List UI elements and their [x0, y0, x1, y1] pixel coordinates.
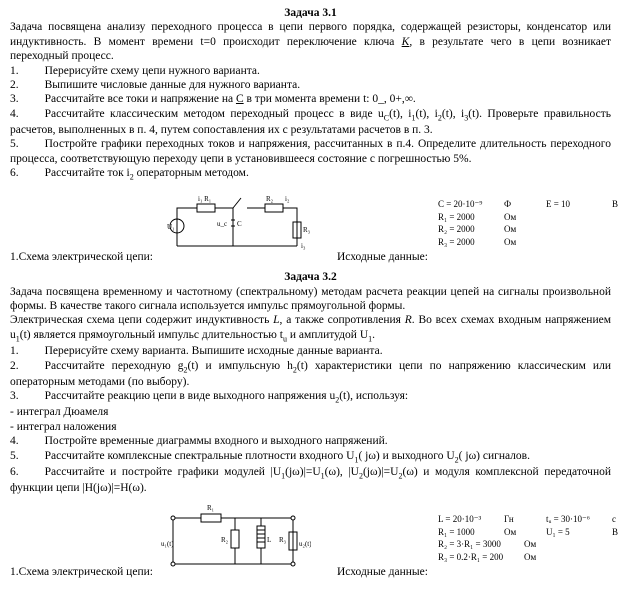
t31-item-1: 1.Перерисуйте схему цепи нужного вариант…	[10, 64, 611, 78]
d2r1: R₁ = 1000	[438, 526, 498, 539]
t31-item-6: 6.Рассчитайте ток i2 операторным методом…	[10, 166, 611, 182]
t32-row-label-b: Исходные данные:	[337, 565, 428, 579]
t32i4t: Постройте временные диаграммы входного и…	[45, 435, 388, 447]
t32p2a: Электрическая схема цепи содержит индукт…	[10, 314, 273, 326]
d2l: L = 20·10⁻³	[438, 513, 498, 526]
t31-i4b: (t), i	[416, 108, 438, 120]
t31-item-2: 2.Выпишите числовые данные для нужного в…	[10, 78, 611, 92]
svg-text:R₃: R₃	[279, 536, 287, 544]
t32-circuit: R₁ R₂ L R₃ u₁(t) u₂(t)	[161, 500, 311, 580]
t32i2t: Рассчитайте переходную g	[45, 360, 184, 372]
d2u1u: В	[612, 526, 621, 539]
d2tuu: с	[612, 513, 621, 526]
t31-row-label-b: Исходные данные:	[337, 250, 428, 264]
d-eu: В	[612, 198, 621, 211]
t31-item-5: 5.Постройте графики переходных токов и н…	[10, 137, 611, 166]
t32i6c: (jω)|=U	[363, 466, 399, 478]
d-r2: R₂ = 2000	[438, 223, 498, 236]
svg-text:u₂(t): u₂(t)	[299, 540, 311, 548]
t32-row-num: 1.	[10, 565, 19, 579]
t31-item-4-text: Рассчитайте классическим методом переход…	[45, 108, 384, 120]
t32-row: 1. Схема электрической цепи:	[10, 500, 611, 580]
t32-p2: Электрическая схема цепи содержит индукт…	[10, 313, 611, 344]
t31-item-5-text: Постройте графики переходных токов и нап…	[10, 138, 611, 164]
svg-text:R₂: R₂	[266, 195, 274, 203]
svg-text:u_c: u_c	[217, 220, 227, 228]
d-r3: R₃ = 2000	[438, 236, 498, 249]
t31-item-3: 3.Рассчитайте все токи и напряжение на С…	[10, 92, 611, 106]
t32-item-5: 5.Рассчитайте комплексные спектральные п…	[10, 449, 611, 465]
t32-row-label-a: Схема электрической цепи:	[19, 565, 153, 579]
t31-item-3-tail: в три момента времени t: 0_, 0+,∞.	[244, 93, 416, 105]
svg-text:i₂: i₂	[285, 195, 290, 203]
t31-item-3-c: С	[236, 93, 244, 105]
d-c: C = 20·10⁻⁹	[438, 198, 498, 211]
t31-i4a: (t), i	[389, 108, 411, 120]
d-r2u: Ом	[504, 223, 522, 236]
svg-text:u₁(t): u₁(t)	[161, 540, 174, 548]
t32i3t: Рассчитайте реакцию цепи в виде выходног…	[45, 390, 336, 402]
t31-row: 1. Схема электрической цепи:	[10, 186, 611, 264]
d2r2u: Ом	[524, 538, 542, 551]
d-cu: Ф	[504, 198, 522, 211]
d2r3u: Ом	[524, 551, 542, 564]
t32-item-4: 4.Постройте временные диаграммы входного…	[10, 434, 611, 448]
d2tu: tᵤ = 30·10⁻⁶	[546, 513, 606, 526]
d-r3u: Ом	[504, 236, 522, 249]
svg-text:i₁ R₁: i₁ R₁	[198, 195, 211, 203]
t32i6t: Рассчитайте и постройте графики модулей …	[45, 466, 282, 478]
t32-intd: - интеграл Дюамеля	[10, 405, 611, 419]
t31-i4c: (t), i	[442, 108, 464, 120]
t32-item-2: 2.Рассчитайте переходную g2(t) и импульс…	[10, 359, 611, 390]
t32p2d: (t) является прямоугольный импульс длите…	[20, 329, 283, 341]
svg-text:L: L	[267, 536, 271, 544]
t32i5b: ( jω) сигналов.	[459, 450, 530, 462]
t31-item-1-text: Перерисуйте схему цепи нужного варианта.	[45, 65, 260, 77]
task31-intro: Задача посвящена анализу переходного про…	[10, 20, 611, 63]
t31-item-2-text: Выпишите числовые данные для нужного вар…	[45, 79, 300, 91]
t31-item-6-mid: операторным методом.	[134, 167, 249, 179]
d2r2: R₂ = 3·R₁ = 3000	[438, 538, 518, 551]
svg-text:U₁: U₁	[167, 223, 175, 231]
t32-data: L = 20·10⁻³ Гн tᵤ = 30·10⁻⁶ с R₁ = 1000 Ом U₁…	[428, 513, 621, 563]
svg-text:R₃: R₃	[303, 226, 311, 234]
t31-item-3-text-a: Рассчитайте все токи и напряжение на	[45, 93, 236, 105]
d2lu: Гн	[504, 513, 522, 526]
t32i1t: Перерисуйте схему варианта. Выпишите исх…	[45, 345, 383, 357]
task32-title: Задача 3.2	[10, 270, 611, 284]
d2u1: U₁ = 5	[546, 526, 606, 539]
t32i6b: (ω), |U	[325, 466, 359, 478]
t31-item-4: 4.Рассчитайте классическим методом перех…	[10, 107, 611, 138]
t32-p1: Задача посвящена временному и частотному…	[10, 285, 611, 314]
task31-title: Задача 3.1	[10, 6, 611, 20]
d-r1u: Ом	[504, 211, 522, 224]
t32i5t: Рассчитайте комплексные спектральные пло…	[45, 450, 355, 462]
t31-row-label-a: Схема электрической цепи:	[19, 250, 153, 264]
t31-circuit: U₁ i₁ R₁ R₂ i₂ R₃ i₃ u_c C	[161, 186, 311, 264]
t31-item-6-text: Рассчитайте ток i	[45, 167, 130, 179]
t32i3t2: (t), используя:	[339, 390, 408, 402]
t31-data: C = 20·10⁻⁹ Ф E = 10 В R₁ = 2000 Ом R₂ = 200…	[428, 198, 621, 248]
d-e: E = 10	[546, 198, 606, 211]
svg-text:R₂: R₂	[221, 536, 229, 544]
t32-item-1: 1.Перерисуйте схему варианта. Выпишите и…	[10, 344, 611, 358]
t32-item-6: 6.Рассчитайте и постройте графики модуле…	[10, 465, 611, 496]
t31-row-num: 1.	[10, 250, 19, 264]
t32-item-3: 3.Рассчитайте реакцию цепи в виде выходн…	[10, 389, 611, 405]
t32p2e: и амплитудой U	[287, 329, 368, 341]
d2r1u: Ом	[504, 526, 522, 539]
svg-text:C: C	[237, 220, 242, 228]
svg-text:i₃: i₃	[301, 242, 306, 250]
t32i6a: (jω)|=U	[285, 466, 321, 478]
d2r3: R₃ = 0.2·R₁ = 200	[438, 551, 518, 564]
svg-text:R₁: R₁	[207, 504, 214, 512]
d-r1: R₁ = 2000	[438, 211, 498, 224]
t32i5a: ( jω) и выходного U	[358, 450, 454, 462]
t32i2t2: (t) и импульсную h	[188, 360, 293, 372]
t32p2b: , а также сопротивления	[280, 314, 405, 326]
t32-intn: - интеграл наложения	[10, 420, 611, 434]
